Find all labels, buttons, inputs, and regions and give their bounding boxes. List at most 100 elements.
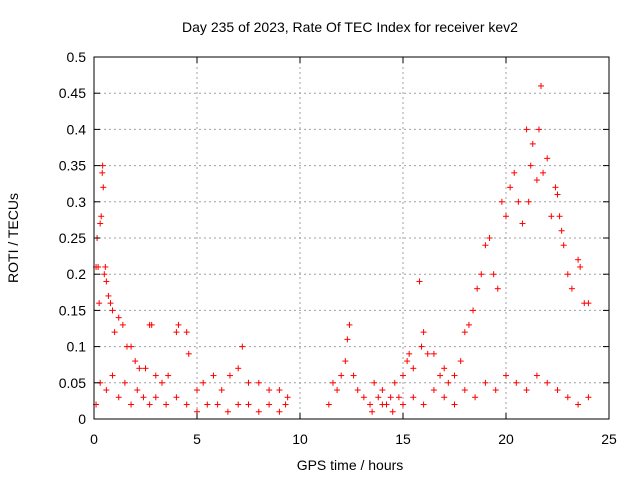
data-point [540, 169, 547, 176]
data-point [276, 387, 283, 394]
data-point [375, 394, 382, 401]
data-point [451, 401, 458, 408]
data-point [369, 408, 376, 415]
data-point [482, 379, 489, 386]
data-point [568, 285, 575, 292]
x-tick-label: 15 [395, 431, 411, 447]
data-point [430, 387, 437, 394]
data-point [371, 379, 378, 386]
data-point [486, 235, 493, 241]
data-point [395, 394, 402, 401]
data-points [93, 82, 592, 415]
data-point [519, 220, 526, 227]
data-point [404, 358, 411, 365]
data-point [441, 394, 448, 401]
data-point [173, 329, 180, 336]
data-point [239, 343, 246, 350]
data-point [525, 198, 532, 205]
data-point [134, 387, 141, 394]
data-point [152, 372, 159, 379]
data-point [556, 213, 563, 220]
data-point [255, 379, 262, 386]
chart-title: Day 235 of 2023, Rate Of TEC Index for r… [182, 19, 518, 35]
data-point [533, 177, 540, 184]
data-point [224, 408, 231, 415]
data-point [210, 372, 217, 379]
data-point [354, 387, 361, 394]
data-point [121, 379, 128, 386]
data-point [284, 394, 291, 401]
data-point [430, 350, 437, 357]
data-point [387, 394, 394, 401]
data-point [379, 401, 386, 408]
data-point [163, 401, 170, 408]
data-point [103, 278, 110, 285]
data-point [560, 242, 567, 249]
data-point [379, 387, 386, 394]
data-point [544, 379, 551, 386]
data-point [103, 387, 110, 394]
data-point [276, 408, 283, 415]
data-point [165, 372, 172, 379]
data-point [416, 278, 423, 285]
data-point [132, 358, 139, 365]
data-point [342, 358, 349, 365]
data-point [115, 394, 122, 401]
data-point [490, 271, 497, 278]
data-point [418, 343, 425, 350]
data-point [282, 401, 289, 408]
data-point [465, 321, 472, 328]
data-point [410, 394, 417, 401]
data-point [111, 329, 118, 336]
data-point [548, 213, 555, 220]
data-point [523, 126, 530, 133]
data-point [575, 256, 582, 263]
data-point [105, 292, 112, 299]
data-point [360, 394, 367, 401]
data-point [115, 314, 122, 321]
data-point [235, 365, 242, 372]
data-point [511, 169, 518, 176]
data-point [437, 372, 444, 379]
data-point [538, 82, 545, 89]
data-point [136, 365, 143, 372]
data-point [99, 162, 106, 169]
y-tick-label: 0.1 [67, 339, 87, 355]
data-point [492, 387, 499, 394]
y-tick-label: 0.35 [59, 158, 86, 174]
data-point [183, 401, 190, 408]
data-point [575, 401, 582, 408]
y-tick-label: 0.05 [59, 375, 86, 391]
x-tick-label: 5 [193, 431, 201, 447]
data-point [344, 336, 351, 343]
data-point [325, 401, 332, 408]
y-tick-label: 0.15 [59, 302, 86, 318]
data-point [194, 387, 200, 394]
data-point [183, 329, 190, 336]
data-point [478, 271, 485, 278]
x-tick-label: 20 [498, 431, 514, 447]
data-point [552, 184, 559, 191]
data-point [391, 379, 398, 386]
data-point [513, 379, 520, 386]
data-point [128, 401, 135, 408]
data-point [389, 408, 396, 415]
data-point [148, 321, 155, 328]
data-point [420, 329, 427, 336]
data-point [406, 350, 413, 357]
data-point [474, 285, 481, 292]
axis-ticks: 0 0.05 0.1 0.15 0.2 0.25 0.3 0.35 0.4 0.45 0.5 0 5 10… [59, 49, 617, 447]
data-point [146, 401, 153, 408]
data-point [346, 321, 353, 328]
data-point [494, 285, 501, 292]
data-point [523, 387, 530, 394]
data-point [266, 401, 273, 408]
data-point [101, 271, 108, 278]
data-point [255, 408, 262, 415]
x-tick-label: 0 [90, 431, 98, 447]
data-point [564, 271, 571, 278]
data-point [515, 198, 522, 205]
data-point [400, 372, 406, 379]
y-tick-label: 0.5 [67, 49, 87, 65]
